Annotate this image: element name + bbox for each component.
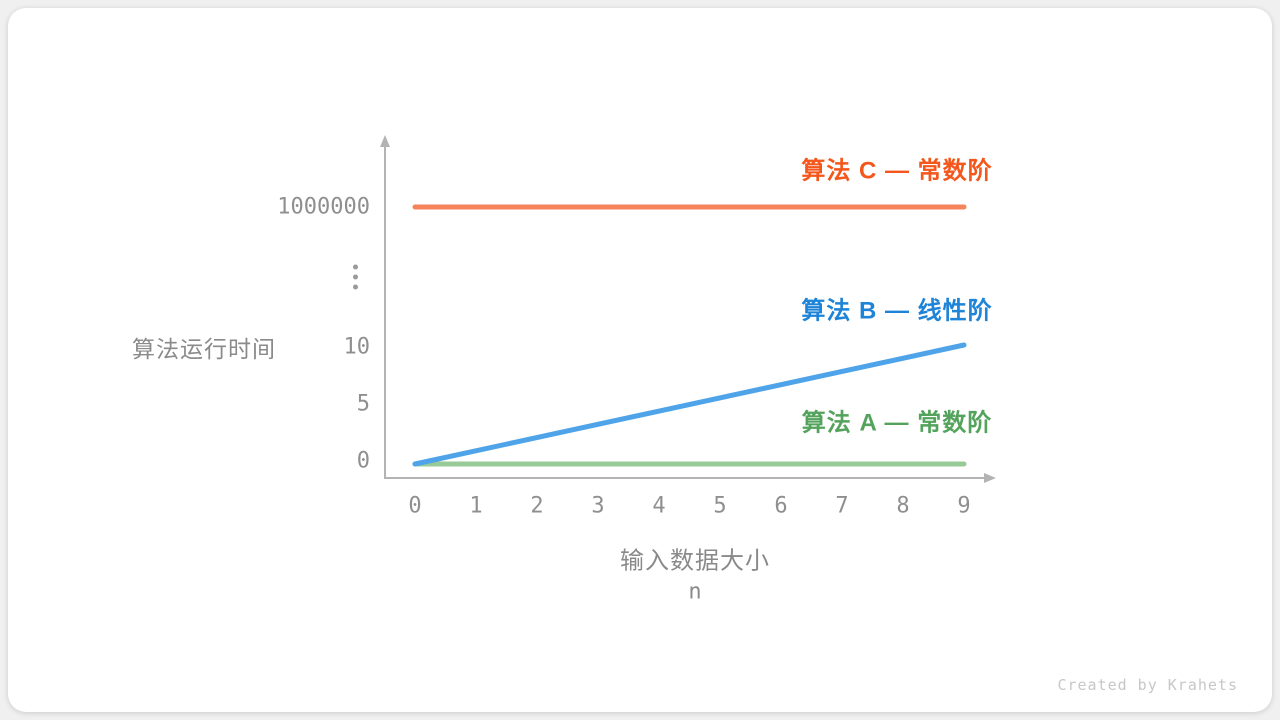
x-tick-label: 8 <box>896 493 910 519</box>
x-axis-arrow-icon <box>984 473 996 483</box>
x-axis-variable: n <box>688 579 702 605</box>
y-tick-label: 10 <box>343 334 371 360</box>
series-lines-group <box>412 204 967 467</box>
series-label-algorithm-c: 算法 C — 常数阶 <box>801 157 993 185</box>
y-tick-label: 0 <box>356 448 370 474</box>
series-label-algorithm-b: 算法 B — 线性阶 <box>801 297 993 325</box>
x-tick-label: 7 <box>835 493 849 519</box>
y-tick-label: 1000000 <box>277 194 370 220</box>
y-axis-arrow-icon <box>380 135 390 147</box>
y-axis-title: 算法运行时间 <box>132 336 276 362</box>
x-tick-label: 4 <box>652 493 666 519</box>
credit-text: Created by Krahets <box>1057 676 1238 694</box>
x-tick-label: 1 <box>469 493 483 519</box>
x-tick-label: 0 <box>408 493 422 519</box>
chart-card <box>8 8 1272 712</box>
x-tick-label: 2 <box>530 493 544 519</box>
series-line-algorithm-b <box>412 342 967 467</box>
x-axis-title: 输入数据大小 <box>620 547 770 575</box>
x-tick-label: 6 <box>774 493 788 519</box>
y-tick-label: 5 <box>356 391 370 417</box>
x-tick-label: 3 <box>591 493 605 519</box>
series-label-algorithm-a: 算法 A — 常数阶 <box>801 409 993 437</box>
x-tick-label: 5 <box>713 493 727 519</box>
x-tick-label: 9 <box>957 493 971 519</box>
y-axis-break-dots-icon <box>353 264 358 290</box>
